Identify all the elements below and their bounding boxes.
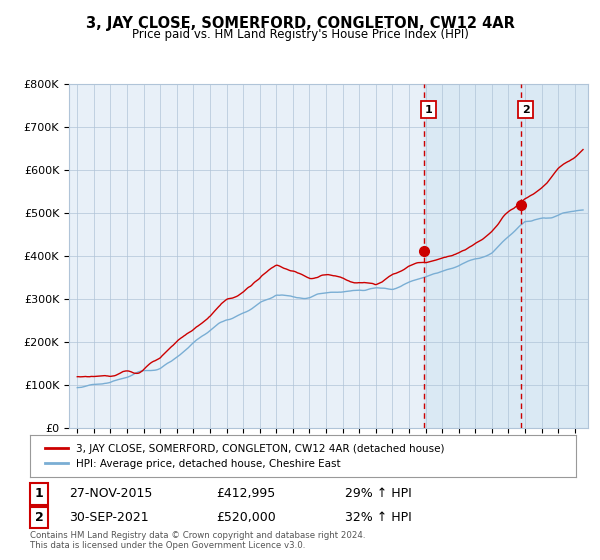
Text: 2: 2 [521,105,529,115]
Text: 32% ↑ HPI: 32% ↑ HPI [345,511,412,524]
Text: 29% ↑ HPI: 29% ↑ HPI [345,487,412,501]
Text: Price paid vs. HM Land Registry's House Price Index (HPI): Price paid vs. HM Land Registry's House … [131,28,469,41]
Legend: 3, JAY CLOSE, SOMERFORD, CONGLETON, CW12 4AR (detached house), HPI: Average pric: 3, JAY CLOSE, SOMERFORD, CONGLETON, CW12… [41,440,449,473]
Text: 1: 1 [35,487,43,501]
Text: 27-NOV-2015: 27-NOV-2015 [69,487,152,501]
Text: £412,995: £412,995 [216,487,275,501]
Text: 3, JAY CLOSE, SOMERFORD, CONGLETON, CW12 4AR: 3, JAY CLOSE, SOMERFORD, CONGLETON, CW12… [86,16,514,31]
Bar [521,84,588,428]
Text: 2: 2 [35,511,43,524]
Text: Contains HM Land Registry data © Crown copyright and database right 2024.
This d: Contains HM Land Registry data © Crown c… [30,530,365,550]
Text: 30-SEP-2021: 30-SEP-2021 [69,511,149,524]
Text: £520,000: £520,000 [216,511,276,524]
Text: 1: 1 [425,105,433,115]
Bar [424,84,521,428]
